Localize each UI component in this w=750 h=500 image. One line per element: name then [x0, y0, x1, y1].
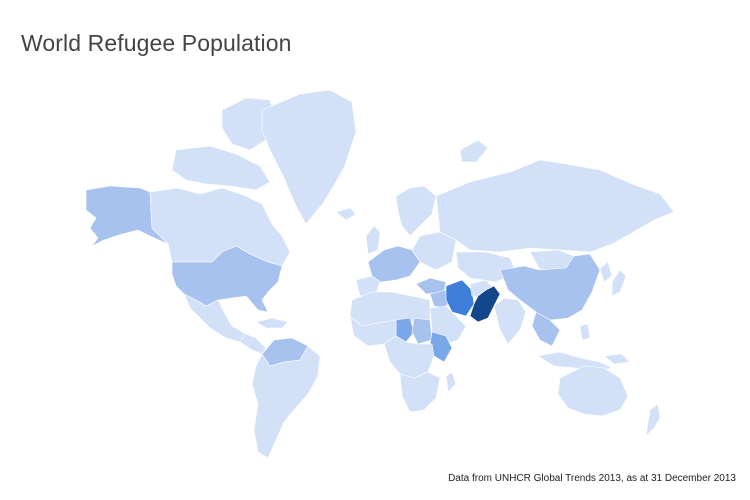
- region-pakistan[interactable]: [469, 285, 501, 323]
- region-madagascar[interactable]: [445, 371, 457, 393]
- region-mexico[interactable]: [183, 293, 247, 343]
- map-title: World Refugee Population: [21, 30, 292, 56]
- region-arctic-islands[interactable]: [459, 139, 489, 163]
- region-southern-africa[interactable]: [399, 371, 441, 413]
- region-russia[interactable]: [435, 159, 675, 253]
- region-iceland[interactable]: [335, 207, 357, 221]
- region-greenland[interactable]: [261, 89, 357, 225]
- region-iran[interactable]: [445, 279, 475, 317]
- region-iberia[interactable]: [355, 275, 381, 297]
- region-new-zealand[interactable]: [645, 403, 661, 437]
- region-scandinavia[interactable]: [395, 185, 437, 237]
- region-central-america[interactable]: [239, 333, 267, 355]
- region-western-europe[interactable]: [367, 245, 421, 283]
- region-sudan[interactable]: [411, 317, 433, 345]
- region-australia[interactable]: [557, 365, 629, 417]
- region-uk[interactable]: [365, 225, 381, 255]
- region-korea-japan[interactable]: [599, 261, 627, 297]
- region-philippines[interactable]: [579, 323, 591, 341]
- source-note: Data from UNHCR Global Trends 2013, as a…: [448, 473, 736, 484]
- region-alaska[interactable]: [85, 185, 169, 247]
- region-china[interactable]: [499, 253, 601, 321]
- region-canada-arctic[interactable]: [171, 145, 271, 191]
- region-papua[interactable]: [603, 353, 631, 365]
- region-south-america[interactable]: [251, 345, 321, 459]
- region-eastern-europe[interactable]: [411, 231, 457, 271]
- region-turkey[interactable]: [415, 277, 447, 295]
- region-central-africa[interactable]: [383, 335, 435, 379]
- region-india[interactable]: [493, 297, 527, 345]
- region-southeast-asia[interactable]: [531, 311, 561, 347]
- region-caribbean[interactable]: [255, 317, 289, 329]
